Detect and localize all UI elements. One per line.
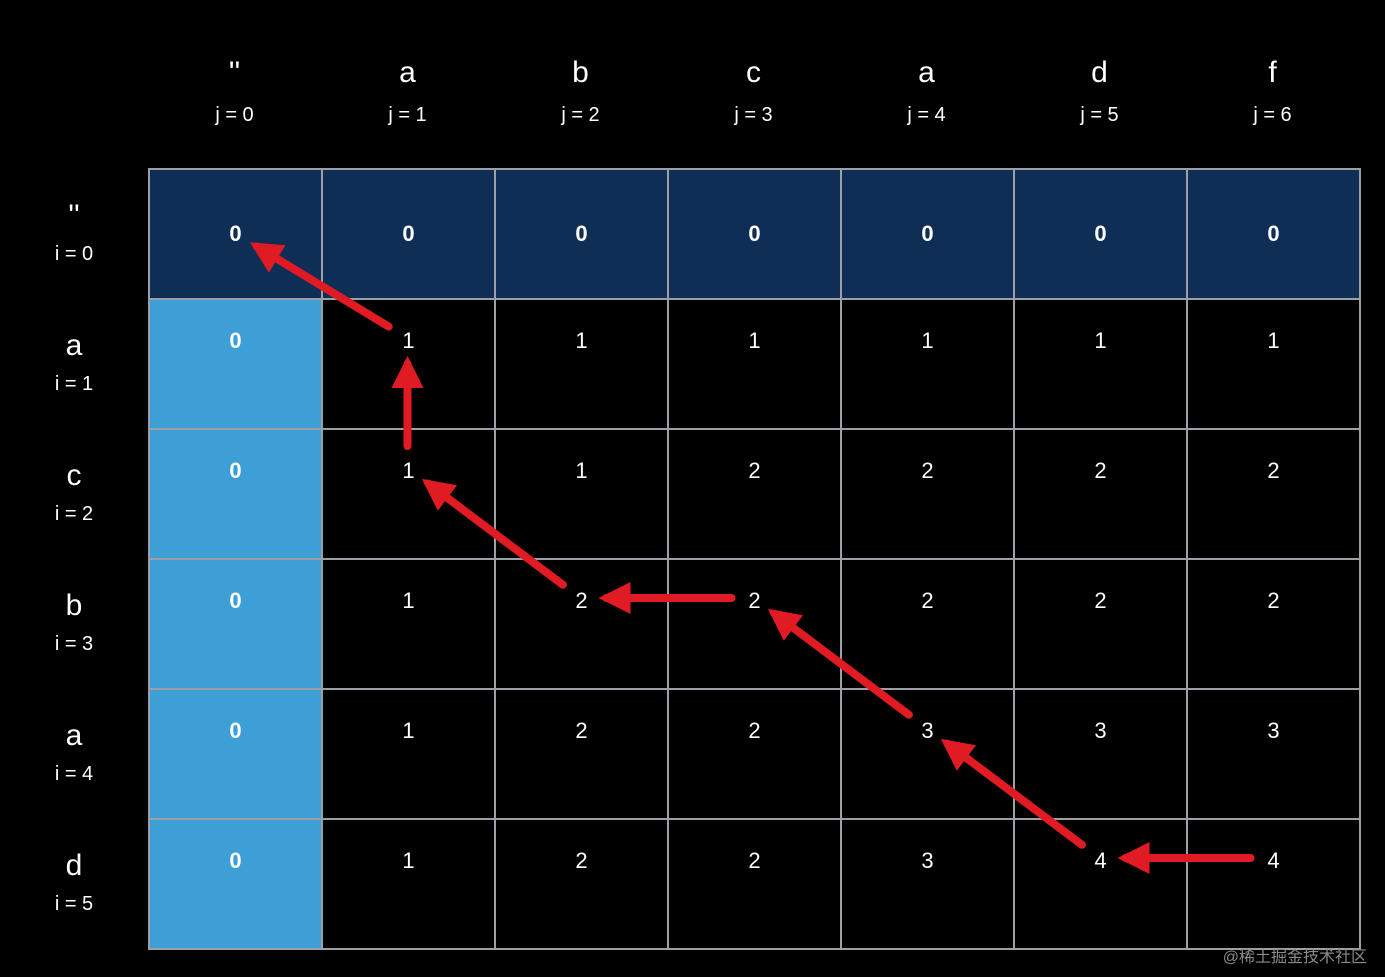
cell-0-3: 0 (668, 169, 841, 299)
row-header-2: c i = 2 (0, 428, 148, 558)
row-char: d (66, 851, 83, 881)
cell-5-6: 4 (1187, 819, 1360, 949)
row-char: a (66, 721, 83, 751)
cell-1-2: 1 (495, 299, 668, 429)
col-header-2: b j = 2 (494, 58, 667, 127)
cell-5-4: 3 (841, 819, 1014, 949)
col-header-0: '' j = 0 (148, 58, 321, 127)
cell-3-6: 2 (1187, 559, 1360, 689)
column-headers: ''j = 0aj = 1bj = 2cj = 3aj = 4dj = 5fj … (148, 58, 1359, 127)
cell-1-0: 0 (149, 299, 322, 429)
cell-4-0: 0 (149, 689, 322, 819)
row-header-4: a i = 4 (0, 688, 148, 818)
col-header-6: f j = 6 (1186, 58, 1359, 127)
row-char: a (66, 331, 83, 361)
col-header-1: a j = 1 (321, 58, 494, 127)
row-header-0: '' i = 0 (0, 168, 148, 298)
cell-0-4: 0 (841, 169, 1014, 299)
row-index: i = 4 (55, 763, 93, 786)
cell-5-0: 0 (149, 819, 322, 949)
cell-5-2: 2 (495, 819, 668, 949)
col-char: a (321, 58, 494, 88)
col-index: j = 5 (1013, 104, 1186, 127)
cell-0-0: 0 (149, 169, 322, 299)
row-header-5: d i = 5 (0, 818, 148, 948)
cell-3-5: 2 (1014, 559, 1187, 689)
col-index: j = 3 (667, 104, 840, 127)
cell-1-3: 1 (668, 299, 841, 429)
row-headers: '' i = 0 a i = 1 c i = 2 b i = 3 a i = 4 d i = 5 (0, 168, 148, 948)
row-index: i = 1 (55, 373, 93, 396)
row-header-3: b i = 3 (0, 558, 148, 688)
cell-4-3: 2 (668, 689, 841, 819)
cell-0-1: 0 (322, 169, 495, 299)
cell-4-2: 2 (495, 689, 668, 819)
cell-2-4: 2 (841, 429, 1014, 559)
cell-1-4: 1 (841, 299, 1014, 429)
col-index: j = 0 (148, 104, 321, 127)
cell-5-1: 1 (322, 819, 495, 949)
cell-2-0: 0 (149, 429, 322, 559)
col-char: a (840, 58, 1013, 88)
row-index: i = 2 (55, 503, 93, 526)
cell-0-5: 0 (1014, 169, 1187, 299)
dp-grid: 0000000011111101122220122222012233301223… (148, 168, 1361, 950)
cell-5-3: 2 (668, 819, 841, 949)
canvas: ''j = 0aj = 1bj = 2cj = 3aj = 4dj = 5fj … (0, 0, 1385, 977)
cell-3-4: 2 (841, 559, 1014, 689)
col-index: j = 1 (321, 104, 494, 127)
cell-1-5: 1 (1014, 299, 1187, 429)
cell-0-6: 0 (1187, 169, 1360, 299)
cell-3-0: 0 (149, 559, 322, 689)
cell-4-4: 3 (841, 689, 1014, 819)
row-char: '' (68, 201, 79, 231)
col-char: d (1013, 58, 1186, 88)
cell-2-5: 2 (1014, 429, 1187, 559)
cell-3-3: 2 (668, 559, 841, 689)
row-index: i = 3 (55, 633, 93, 656)
row-index: i = 5 (55, 893, 93, 916)
row-index: i = 0 (55, 243, 93, 266)
cell-3-1: 1 (322, 559, 495, 689)
cell-2-6: 2 (1187, 429, 1360, 559)
cell-0-2: 0 (495, 169, 668, 299)
col-index: j = 6 (1186, 104, 1359, 127)
col-header-3: c j = 3 (667, 58, 840, 127)
col-header-4: a j = 4 (840, 58, 1013, 127)
row-char: c (67, 461, 82, 491)
cell-2-3: 2 (668, 429, 841, 559)
col-char: '' (148, 58, 321, 88)
col-header-5: d j = 5 (1013, 58, 1186, 127)
col-char: c (667, 58, 840, 88)
col-char: b (494, 58, 667, 88)
col-index: j = 4 (840, 104, 1013, 127)
col-char: f (1186, 58, 1359, 88)
row-char: b (66, 591, 83, 621)
cell-1-6: 1 (1187, 299, 1360, 429)
cell-1-1: 1 (322, 299, 495, 429)
cell-4-5: 3 (1014, 689, 1187, 819)
cell-2-2: 1 (495, 429, 668, 559)
cell-4-1: 1 (322, 689, 495, 819)
row-header-1: a i = 1 (0, 298, 148, 428)
watermark: @稀土掘金技术社区 (1223, 943, 1367, 967)
cell-3-2: 2 (495, 559, 668, 689)
cell-4-6: 3 (1187, 689, 1360, 819)
cell-2-1: 1 (322, 429, 495, 559)
col-index: j = 2 (494, 104, 667, 127)
cell-5-5: 4 (1014, 819, 1187, 949)
